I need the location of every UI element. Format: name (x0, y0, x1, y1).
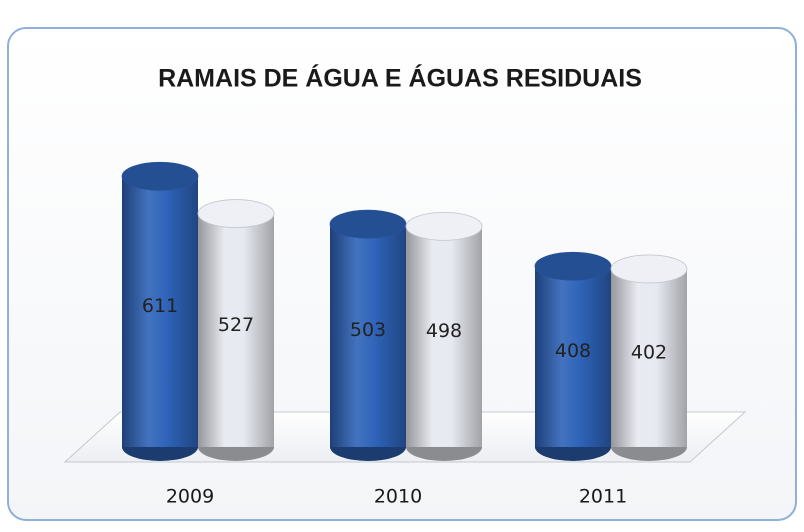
cylinder-top (610, 254, 688, 284)
x-tick-label: 2011 (579, 486, 627, 508)
bar (611, 268, 687, 447)
bar (122, 176, 198, 447)
value-label: 408 (555, 340, 591, 362)
value-label: 498 (426, 320, 462, 342)
value-label: 527 (218, 314, 254, 336)
bar (406, 226, 482, 447)
bar (535, 266, 611, 447)
plot: 611 503 408 527 498 402 2009 2010 2011 (121, 161, 688, 508)
cylinder-top (534, 251, 612, 281)
cylinder-top (405, 211, 483, 241)
bar (330, 224, 406, 447)
value-label: 611 (142, 295, 178, 317)
x-tick-label: 2009 (166, 486, 214, 508)
value-label: 402 (631, 341, 667, 363)
cylinder-top (197, 199, 275, 228)
x-tick-label: 2010 (374, 486, 422, 508)
value-label: 503 (350, 319, 386, 341)
chart-title: RAMAIS DE ÁGUA E ÁGUAS RESIDUAIS (158, 64, 642, 93)
bar (198, 213, 274, 447)
cylinder-top (329, 209, 407, 239)
cylinder-top (121, 161, 199, 191)
